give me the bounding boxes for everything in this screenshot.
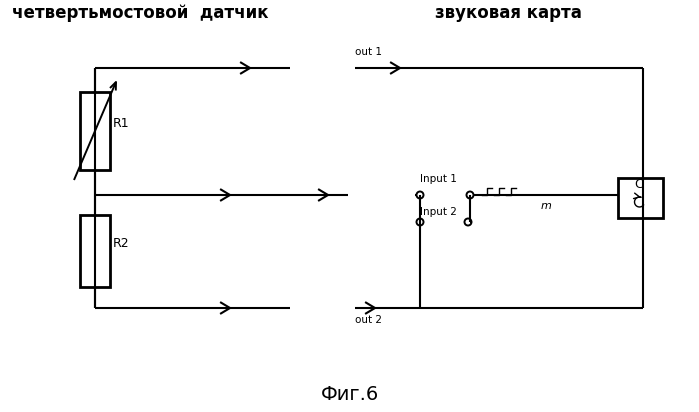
Text: Input 2: Input 2 [420, 207, 457, 217]
Bar [80, 92, 110, 170]
Text: out 2: out 2 [355, 315, 382, 325]
Bar [80, 215, 110, 287]
Text: звуковая карта: звуковая карта [435, 4, 582, 22]
Text: m: m [541, 201, 552, 211]
Text: четвертьмостовой  датчик: четвертьмостовой датчик [12, 4, 268, 22]
Text: out 1: out 1 [355, 47, 382, 57]
Text: Фиг.6: Фиг.6 [321, 386, 379, 405]
Bar [618, 178, 663, 218]
Text: R2: R2 [113, 237, 129, 250]
Text: C: C [635, 178, 643, 191]
Text: Input 1: Input 1 [420, 174, 457, 184]
Text: R1: R1 [113, 117, 129, 130]
